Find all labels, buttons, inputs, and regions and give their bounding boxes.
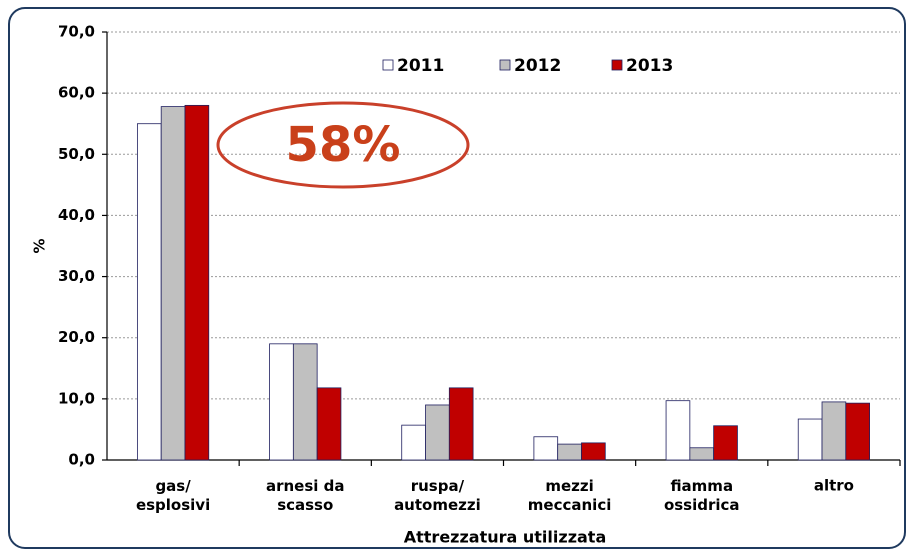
bar — [292, 343, 318, 461]
bar — [316, 387, 342, 461]
bar — [665, 400, 691, 461]
bar — [136, 123, 162, 461]
bar — [821, 401, 847, 461]
bar — [689, 447, 715, 461]
annotation: 58% — [286, 117, 401, 173]
bar — [797, 418, 823, 461]
bar — [448, 387, 474, 461]
bar — [581, 442, 606, 461]
bar — [425, 404, 450, 461]
bar — [269, 343, 294, 461]
x-tick-label: altro — [814, 477, 854, 495]
y-axis-title: % — [31, 238, 49, 253]
legend-swatch — [382, 59, 394, 71]
legend-swatch — [499, 59, 511, 71]
bar — [184, 104, 210, 461]
bar — [713, 425, 738, 461]
annotation-ellipse — [216, 101, 470, 189]
x-tick-label: ruspa/automezzi — [394, 477, 481, 514]
y-tick-label: 0,0 — [68, 451, 95, 469]
legend-label: 2013 — [626, 56, 673, 76]
bar — [160, 106, 186, 461]
y-tick-label: 10,0 — [58, 389, 95, 407]
legend-swatch — [611, 59, 623, 71]
legend-label: 2012 — [514, 56, 561, 76]
y-tick-label: 40,0 — [58, 206, 95, 224]
bar — [557, 443, 582, 461]
bar — [845, 402, 871, 461]
y-tick-label: 20,0 — [58, 328, 95, 346]
x-tick-label: fiamma ossidrica — [664, 477, 740, 514]
bar — [533, 436, 559, 461]
y-tick-label: 30,0 — [58, 267, 95, 285]
x-tick-label: mezzi meccanici — [528, 477, 612, 514]
y-tick-label: 60,0 — [58, 84, 95, 102]
x-tick-label: gas/esplosivi — [136, 477, 210, 514]
x-axis-title: Attrezzatura utilizzata — [404, 528, 607, 547]
y-tick-label: 70,0 — [58, 23, 95, 41]
y-tick-label: 50,0 — [58, 145, 95, 163]
legend-label: 2011 — [397, 56, 444, 76]
x-tick-label: arnesi da scasso — [266, 477, 345, 514]
bar — [401, 424, 426, 461]
